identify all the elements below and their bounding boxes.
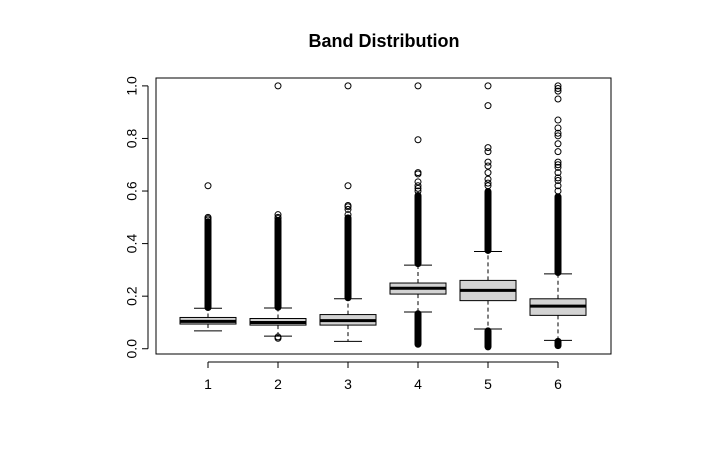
outlier-point bbox=[554, 85, 562, 93]
outlier-point bbox=[554, 163, 562, 171]
outlier-point bbox=[414, 169, 422, 177]
box-category-3 bbox=[319, 82, 377, 342]
outlier-point bbox=[554, 182, 562, 190]
outlier-point bbox=[554, 132, 562, 140]
outlier-point bbox=[554, 82, 562, 90]
outlier-point bbox=[344, 211, 352, 219]
y-tick-label: 0.8 bbox=[124, 129, 140, 149]
outlier-point bbox=[274, 213, 282, 221]
x-tick-label: 3 bbox=[344, 376, 352, 392]
outlier-point bbox=[554, 140, 562, 148]
box-category-1 bbox=[179, 182, 237, 332]
y-tick-label: 0.4 bbox=[124, 234, 140, 254]
box-category-5 bbox=[459, 82, 517, 351]
outlier-point bbox=[554, 129, 562, 137]
outlier-point bbox=[274, 82, 282, 90]
outlier-dense-band bbox=[484, 327, 492, 351]
outlier-point bbox=[414, 187, 422, 195]
outlier-point bbox=[414, 178, 422, 186]
outlier-point bbox=[484, 158, 492, 166]
outlier-point bbox=[414, 82, 422, 90]
outlier-point bbox=[274, 211, 282, 219]
y-tick-label: 0.2 bbox=[124, 286, 140, 306]
outlier-point bbox=[204, 213, 212, 221]
x-tick-label: 6 bbox=[554, 376, 562, 392]
outlier-point bbox=[554, 177, 562, 185]
outlier-point bbox=[554, 148, 562, 156]
outlier-point bbox=[554, 174, 562, 182]
outlier-point bbox=[484, 144, 492, 152]
outlier-point bbox=[274, 333, 282, 341]
outlier-point bbox=[414, 136, 422, 144]
box-category-6 bbox=[529, 82, 587, 350]
y-axis: 0.0 0.2 0.4 0.6 0.8 1.0 bbox=[124, 76, 149, 359]
outlier-point bbox=[484, 169, 492, 177]
box-category-4 bbox=[389, 82, 447, 348]
outlier-point bbox=[554, 187, 562, 195]
outlier-dense-band bbox=[344, 214, 352, 302]
chart-title: Band Distribution bbox=[309, 31, 460, 51]
y-tick-label: 0.0 bbox=[124, 339, 140, 359]
outlier-point bbox=[344, 82, 352, 90]
y-tick-label: 0.6 bbox=[124, 181, 140, 201]
outlier-point bbox=[484, 162, 492, 170]
outlier-point bbox=[414, 184, 422, 192]
boxes-group bbox=[179, 82, 587, 351]
outlier-point bbox=[554, 169, 562, 177]
plot-frame bbox=[155, 77, 612, 355]
outlier-point bbox=[414, 182, 422, 190]
outlier-point bbox=[484, 175, 492, 183]
outlier-point bbox=[484, 179, 492, 187]
x-tick-label: 1 bbox=[204, 376, 212, 392]
outlier-dense-band bbox=[204, 218, 212, 311]
outlier-point bbox=[344, 201, 352, 209]
x-tick-label: 4 bbox=[414, 376, 422, 392]
outlier-point bbox=[484, 182, 492, 190]
outlier-dense-band bbox=[414, 191, 422, 268]
outlier-dense-band bbox=[414, 310, 422, 348]
outlier-point bbox=[554, 161, 562, 169]
x-tick-label: 5 bbox=[484, 376, 492, 392]
outlier-point bbox=[484, 148, 492, 156]
y-tick-label: 1.0 bbox=[124, 76, 140, 96]
outlier-point bbox=[344, 182, 352, 190]
box-category-2 bbox=[249, 82, 307, 342]
x-tick-label: 2 bbox=[274, 376, 282, 392]
outlier-point bbox=[554, 87, 562, 95]
outlier-point bbox=[554, 158, 562, 166]
outlier-point bbox=[484, 82, 492, 90]
outlier-point bbox=[554, 124, 562, 132]
outlier-point bbox=[484, 102, 492, 110]
outlier-point bbox=[344, 205, 352, 213]
outlier-dense-band bbox=[554, 193, 562, 277]
outlier-dense-band bbox=[484, 188, 492, 254]
x-axis: 1 2 3 4 5 6 bbox=[204, 361, 562, 392]
outlier-point bbox=[554, 95, 562, 103]
outlier-dense-band bbox=[274, 216, 282, 311]
outlier-point bbox=[554, 116, 562, 124]
outlier-point bbox=[204, 182, 212, 190]
